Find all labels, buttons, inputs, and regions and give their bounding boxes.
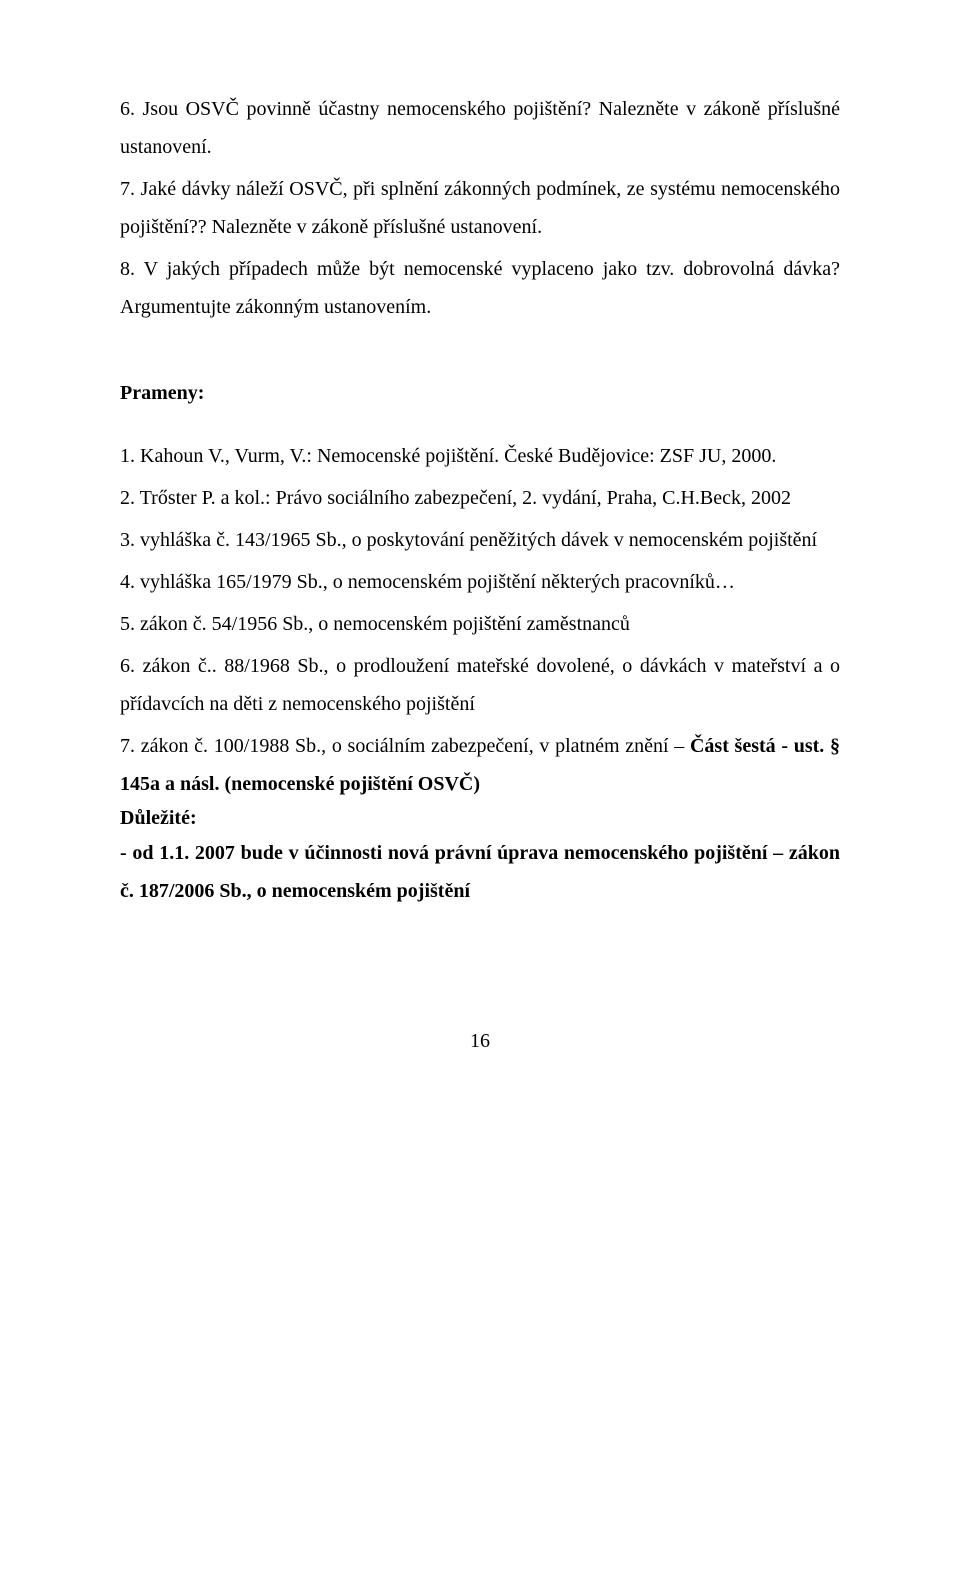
sources-list: 1. Kahoun V., Vurm, V.: Nemocenské pojiš… (120, 437, 840, 803)
item-text: Jaké dávky náleží OSVČ, při splnění záko… (120, 178, 840, 238)
sources-heading: Prameny: (120, 382, 840, 405)
item-number: 6. (120, 98, 135, 120)
item-text: vyhláška č. 143/1965 Sb., o poskytování … (140, 529, 817, 551)
important-label: Důležité: (120, 807, 840, 830)
item-text: vyhláška 165/1979 Sb., o nemocenském poj… (140, 571, 735, 593)
item-text: V jakých případech může být nemocenské v… (120, 258, 840, 318)
item-number: 2. (120, 487, 135, 509)
list-item: 8. V jakých případech může být nemocensk… (120, 250, 840, 326)
item-text: zákon č.. 88/1968 Sb., o prodloužení mat… (120, 655, 840, 715)
list-item: 5. zákon č. 54/1956 Sb., o nemocenském p… (120, 605, 840, 643)
item-number: 7. (120, 178, 135, 200)
item-number: 8. (120, 258, 135, 280)
item-text: Kahoun V., Vurm, V.: Nemocenské pojištěn… (140, 445, 776, 467)
list-item: 6. zákon č.. 88/1968 Sb., o prodloužení … (120, 647, 840, 723)
item-text: Trőster P. a kol.: Právo sociálního zabe… (140, 487, 791, 509)
item-text: zákon č. 54/1956 Sb., o nemocenském poji… (140, 613, 630, 635)
item-number: 4. (120, 571, 135, 593)
list-item: 1. Kahoun V., Vurm, V.: Nemocenské pojiš… (120, 437, 840, 475)
item-number: 7. (120, 735, 135, 757)
item-number: 3. (120, 529, 135, 551)
item-number: 5. (120, 613, 135, 635)
list-item: 7. zákon č. 100/1988 Sb., o sociálním za… (120, 727, 840, 803)
list-item: 4. vyhláška 165/1979 Sb., o nemocenském … (120, 563, 840, 601)
item-text-prefix: zákon č. 100/1988 Sb., o sociálním zabez… (141, 735, 690, 757)
page-number: 16 (120, 1030, 840, 1053)
list-item: 7. Jaké dávky náleží OSVČ, při splnění z… (120, 170, 840, 246)
item-number: 1. (120, 445, 135, 467)
list-item: 3. vyhláška č. 143/1965 Sb., o poskytová… (120, 521, 840, 559)
important-note: - od 1.1. 2007 bude v účinnosti nová prá… (120, 834, 840, 910)
item-number: 6. (120, 655, 135, 677)
page-container: 6. Jsou OSVČ povinně účastny nemocenskéh… (0, 0, 960, 1113)
list-item: 2. Trőster P. a kol.: Právo sociálního z… (120, 479, 840, 517)
list-item: 6. Jsou OSVČ povinně účastny nemocenskéh… (120, 90, 840, 166)
questions-list: 6. Jsou OSVČ povinně účastny nemocenskéh… (120, 90, 840, 326)
item-text: Jsou OSVČ povinně účastny nemocenského p… (120, 98, 840, 158)
